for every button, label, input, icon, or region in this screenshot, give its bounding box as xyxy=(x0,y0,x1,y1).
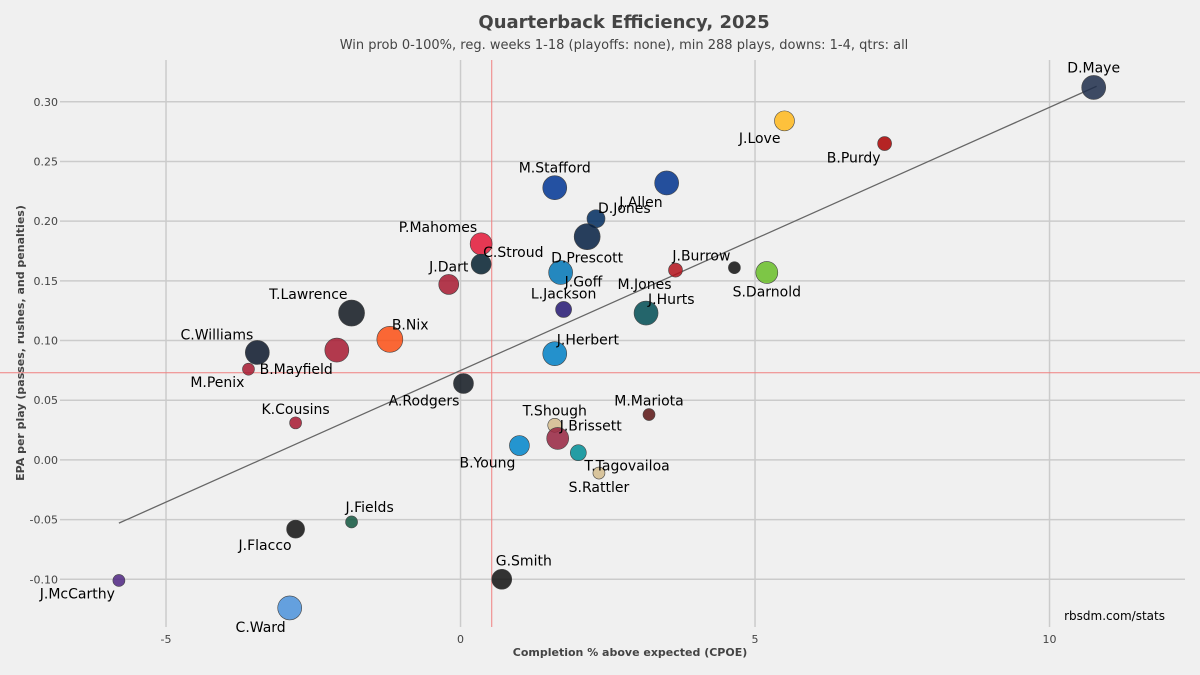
axis-ticks: -5 0 5 10 -0.10 -0.05 0.00 0.05 0.10 0.15 0.20 0.25… xyxy=(30,96,1057,646)
y-tick-label: 0.20 xyxy=(34,215,59,228)
point-label: P.Mahomes xyxy=(399,220,477,236)
data-point xyxy=(1081,75,1107,100)
point-label: J.Burrow xyxy=(671,249,730,265)
x-tick-label: 0 xyxy=(457,633,464,646)
data-point xyxy=(668,262,683,278)
data-point xyxy=(345,515,358,529)
trend-line xyxy=(118,85,1097,524)
chart-subtitle: Win prob 0-100%, reg. weeks 1-18 (playof… xyxy=(340,38,909,53)
point-label: B.Young xyxy=(459,456,515,472)
point-label: J.McCarthy xyxy=(39,586,115,602)
data-point xyxy=(491,568,513,590)
data-point xyxy=(453,373,474,394)
data-point xyxy=(633,300,659,326)
data-point xyxy=(112,574,126,587)
data-point xyxy=(774,110,795,132)
data-point xyxy=(877,136,892,151)
point-label: M.Mariota xyxy=(614,394,683,410)
point-label: J.Fields xyxy=(345,500,394,516)
point-label: G.Smith xyxy=(496,553,552,569)
data-point xyxy=(438,274,460,295)
data-point xyxy=(573,223,601,250)
point-label: D.Prescott xyxy=(551,251,624,267)
data-point xyxy=(376,326,404,353)
data-point xyxy=(592,466,606,480)
point-label: J.Love xyxy=(738,131,781,147)
chart-title: Quarterback Efficiency, 2025 xyxy=(478,12,769,33)
x-tick-label: 5 xyxy=(752,633,759,646)
data-point xyxy=(286,519,305,539)
data-point xyxy=(728,261,741,275)
y-tick-label: 0.00 xyxy=(34,454,59,467)
gridlines xyxy=(60,60,1185,627)
reference-lines xyxy=(0,60,1200,627)
data-point xyxy=(654,170,679,196)
data-point xyxy=(277,595,303,621)
point-label: J.Brissett xyxy=(559,418,623,434)
point-label: B.Mayfield xyxy=(260,362,333,378)
point-label: C.Stroud xyxy=(483,245,543,261)
point-label: J.Flacco xyxy=(238,538,292,554)
data-point xyxy=(555,301,572,318)
data-point xyxy=(245,340,270,365)
point-label: J.Dart xyxy=(428,259,469,275)
data-point xyxy=(548,260,573,285)
point-label: M.Stafford xyxy=(519,161,591,177)
point-label: K.Cousins xyxy=(262,402,330,418)
point-label: B.Purdy xyxy=(827,151,881,167)
data-point xyxy=(324,337,350,363)
point-label: J.Goff xyxy=(564,274,603,290)
point-label: D.Jones xyxy=(598,201,651,217)
y-tick-label: -0.10 xyxy=(30,573,58,586)
x-axis-label: Completion % above expected (CPOE) xyxy=(513,646,748,659)
data-point xyxy=(570,444,587,462)
point-label: T.Shough xyxy=(522,403,587,419)
data-point xyxy=(542,175,568,201)
point-label: S.Rattler xyxy=(569,480,630,496)
y-axis-label: EPA per play (passes, rushes, and penalt… xyxy=(14,205,27,481)
data-point xyxy=(542,341,568,366)
point-label: C.Ward xyxy=(236,620,286,636)
point-label: J.Allen xyxy=(618,195,662,211)
data-point-labels: D.Maye J.Love B.Purdy M.Stafford J.AllenD.Jo… xyxy=(39,60,1120,635)
point-label: C.Williams xyxy=(180,327,253,343)
point-label: T.Tagovailoa xyxy=(583,459,669,475)
data-point xyxy=(338,299,365,327)
data-point xyxy=(755,261,779,284)
point-label: M.Jones xyxy=(617,277,671,293)
credit-text: rbsdm.com/stats xyxy=(1064,609,1165,623)
point-label: L.Jackson xyxy=(531,286,597,302)
data-point xyxy=(470,253,492,275)
trend-line-group xyxy=(118,85,1097,524)
point-label: A.Rodgers xyxy=(389,393,460,409)
y-tick-label: 0.30 xyxy=(34,96,59,109)
point-label: D.Maye xyxy=(1067,60,1120,76)
data-point xyxy=(242,362,255,376)
y-tick-label: 0.25 xyxy=(34,155,59,168)
point-label: M.Penix xyxy=(190,375,244,391)
y-tick-label: 0.10 xyxy=(34,335,59,348)
y-tick-label: 0.15 xyxy=(34,275,59,288)
data-point xyxy=(546,427,570,450)
x-tick-label: 10 xyxy=(1043,633,1057,646)
point-label: B.Nix xyxy=(392,317,429,333)
y-tick-label: 0.05 xyxy=(34,394,59,407)
data-points xyxy=(112,75,1107,621)
data-point xyxy=(509,435,530,456)
point-label: T.Lawrence xyxy=(268,287,347,303)
data-point xyxy=(289,416,302,430)
point-label: S.Darnold xyxy=(733,284,801,300)
data-point xyxy=(642,408,656,421)
x-tick-label: -5 xyxy=(161,633,172,646)
y-tick-label: -0.05 xyxy=(30,514,58,527)
point-label: J.Hurts xyxy=(647,292,695,308)
point-label: J.Herbert xyxy=(556,333,620,349)
